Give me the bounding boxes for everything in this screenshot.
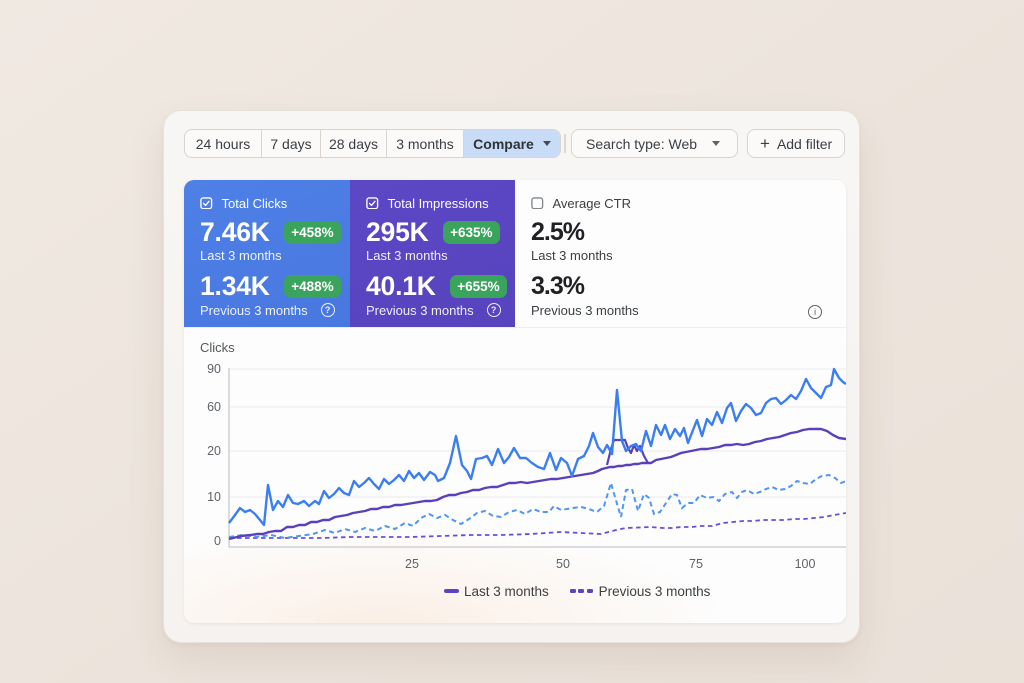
svg-text:25: 25 xyxy=(405,557,419,571)
svg-text:20: 20 xyxy=(207,444,221,458)
svg-text:90: 90 xyxy=(207,362,221,376)
svg-text:50: 50 xyxy=(556,557,570,571)
svg-text:100: 100 xyxy=(795,557,816,571)
svg-text:10: 10 xyxy=(207,490,221,504)
svg-text:75: 75 xyxy=(689,557,703,571)
svg-text:0: 0 xyxy=(214,534,221,548)
svg-text:60: 60 xyxy=(207,400,221,414)
